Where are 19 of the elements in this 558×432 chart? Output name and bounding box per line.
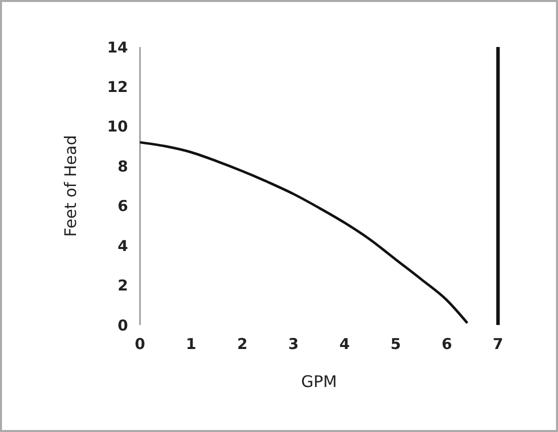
x-tick-label: 0	[134, 335, 146, 353]
x-tick-label: 2	[237, 335, 248, 353]
y-tick-label: 10	[107, 118, 128, 136]
y-tick-label: 14	[107, 38, 128, 56]
line-series	[138, 141, 469, 324]
y-tick-label: 4	[118, 236, 128, 255]
x-axis-title: GPM	[301, 372, 337, 391]
y-tick-label: 2	[118, 276, 128, 295]
y-tick-label: 0	[118, 316, 128, 334]
x-tick-label: 7	[492, 335, 504, 353]
x-tick-label: 1	[186, 335, 196, 353]
x-tick-label: 4	[339, 335, 350, 353]
y-tick-label: 8	[118, 157, 128, 176]
x-tick-label: 3	[288, 335, 299, 353]
y-axis-title: Feet of Head	[61, 135, 80, 237]
y-tick-label: 12	[107, 78, 128, 96]
x-tick-label: 6	[442, 335, 452, 353]
y-tick-label: 6	[118, 197, 128, 216]
x-tick-label: 5	[390, 335, 401, 353]
